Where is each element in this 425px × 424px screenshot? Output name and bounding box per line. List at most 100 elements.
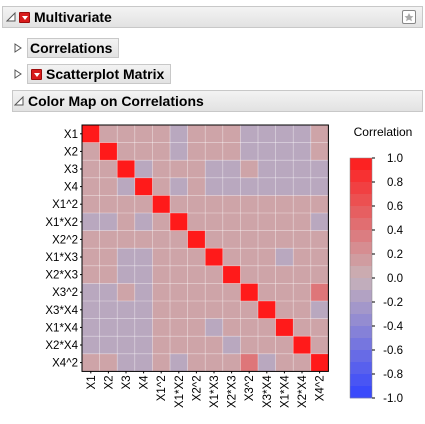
collapsed-triangle-icon[interactable]	[12, 42, 24, 54]
row-label: X2^2	[52, 234, 78, 246]
heatmap-cell	[310, 213, 329, 231]
heatmap-cell	[205, 265, 224, 284]
heatmap-cell	[240, 160, 259, 179]
collapsed-triangle-icon[interactable]	[12, 68, 24, 80]
heatmap-cell	[240, 318, 259, 337]
legend-swatch	[350, 242, 372, 255]
color-map-header[interactable]: Color Map on Correlations	[12, 90, 423, 112]
heatmap-cell	[152, 283, 171, 302]
heatmap-cell	[117, 230, 136, 249]
heatmap-cell	[240, 248, 259, 267]
heatmap-cell	[293, 265, 312, 284]
heatmap-cell	[82, 125, 100, 143]
heatmap-cell	[293, 336, 312, 355]
heatmap-cell	[293, 142, 312, 161]
legend-swatch	[350, 350, 372, 363]
legend-swatch	[350, 230, 372, 243]
legend-swatch	[350, 302, 372, 315]
column-label: X2	[103, 375, 115, 389]
heatmap-cell	[99, 318, 118, 337]
legend-tick-label: 1.0	[387, 153, 403, 165]
heatmap-cell	[117, 177, 136, 196]
row-label: X4^2	[52, 358, 78, 370]
heatmap-cell	[275, 353, 294, 372]
heatmap-cell	[240, 283, 259, 302]
heatmap-cell	[99, 230, 118, 249]
multivariate-header[interactable]: Multivariate	[2, 6, 423, 28]
heatmap-cell	[258, 265, 276, 284]
heatmap-cell	[258, 213, 276, 231]
heatmap-cell	[205, 195, 224, 214]
heatmap-cell	[152, 318, 171, 337]
heatmap-cell	[187, 177, 206, 196]
heatmap-cell	[99, 283, 118, 302]
legend-tick-label: -0.4	[383, 321, 403, 333]
heatmap-cell	[152, 248, 171, 267]
heatmap-cell	[170, 283, 188, 302]
heatmap-cell	[170, 195, 188, 214]
heatmap-cell	[310, 353, 329, 372]
heatmap-cell	[258, 125, 276, 143]
legend-title: Correlation	[354, 125, 413, 139]
legend-swatch	[350, 362, 372, 375]
heatmap-cell	[187, 230, 206, 249]
legend-swatch	[350, 158, 372, 171]
red-triangle-menu-icon[interactable]	[19, 11, 30, 23]
heatmap-cell	[293, 353, 312, 372]
heatmap-cell	[134, 195, 153, 214]
row-label: X1	[64, 129, 78, 141]
heatmap-cell	[152, 230, 171, 249]
expanded-triangle-icon[interactable]	[13, 95, 25, 107]
legend-swatch	[350, 218, 372, 231]
heatmap-cell	[310, 125, 329, 143]
legend-tick-label: 0.8	[387, 177, 403, 189]
heatmap-cell	[240, 230, 259, 249]
heatmap-cell	[275, 301, 294, 319]
legend-tick-label: -0.2	[383, 297, 403, 309]
heatmap-cell	[293, 283, 312, 302]
correlations-header[interactable]: Correlations	[12, 37, 130, 59]
heatmap-cell	[258, 336, 276, 355]
heatmap-cell	[310, 283, 329, 302]
scatterplot-matrix-header[interactable]: Scatterplot Matrix	[12, 63, 196, 85]
red-triangle-menu-icon[interactable]	[31, 68, 42, 80]
column-label: X1*X4	[279, 375, 291, 408]
section-title: Correlations	[30, 40, 113, 56]
row-label: X3*X4	[45, 305, 78, 317]
column-label: X3^2	[244, 375, 256, 401]
section-title: Multivariate	[34, 9, 112, 25]
heatmap-cell	[240, 336, 259, 355]
heatmap-cell	[258, 353, 276, 372]
heatmap-cell	[170, 301, 188, 319]
heatmap-cell	[82, 230, 100, 249]
heatmap-cell	[222, 160, 241, 179]
scatterplot-title-box[interactable]: Scatterplot Matrix	[27, 64, 172, 84]
heatmap-cell	[134, 283, 153, 302]
legend-swatch	[350, 314, 372, 327]
heatmap-cell	[275, 177, 294, 196]
heatmap-cell	[222, 230, 241, 249]
heatmap-cell	[222, 213, 241, 231]
heatmap-cell	[205, 125, 224, 143]
heatmap-cell	[134, 318, 153, 337]
heatmap-cell	[170, 230, 188, 249]
expanded-triangle-icon[interactable]	[5, 11, 17, 23]
heatmap-cell	[117, 301, 136, 319]
heatmap-cell	[258, 301, 276, 319]
heatmap-cell	[258, 318, 276, 337]
heatmap-cell	[275, 265, 294, 284]
legend-swatch	[350, 182, 372, 195]
legend-tick-label: 0.0	[387, 273, 403, 285]
heatmap-cell	[293, 177, 312, 196]
heatmap-cell	[205, 213, 224, 231]
heatmap-cell	[258, 177, 276, 196]
heatmap-cell	[258, 160, 276, 179]
legend-swatch	[350, 194, 372, 207]
heatmap-cell	[82, 177, 100, 196]
pin-icon[interactable]	[402, 10, 416, 24]
correlations-title-box[interactable]: Correlations	[27, 38, 120, 58]
heatmap-cell	[222, 177, 241, 196]
row-label: X1*X4	[45, 322, 78, 334]
legend-swatch	[350, 374, 372, 387]
heatmap-cell	[170, 265, 188, 284]
